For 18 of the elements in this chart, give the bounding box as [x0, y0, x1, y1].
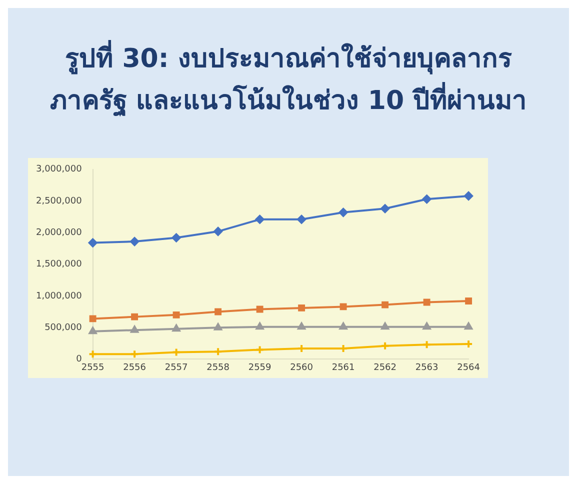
- y-tick-label: 1,500,000: [36, 260, 82, 270]
- y-tick-label: 2,000,000: [36, 228, 82, 238]
- x-tick-label: 2564: [457, 362, 480, 373]
- x-tick-label: 2562: [374, 362, 396, 373]
- x-tick-label: 2558: [206, 362, 230, 373]
- x-tick-label: 2557: [164, 362, 188, 373]
- y-tick-label: 0: [76, 354, 82, 365]
- x-tick-label: 2560: [290, 362, 314, 373]
- y-tick-label: 2,500,000: [36, 196, 82, 206]
- x-tick-label: 2555: [81, 362, 104, 373]
- x-tick-label: 2556: [123, 362, 146, 373]
- x-tick-label: 2561: [332, 362, 355, 373]
- y-tick-label: 500,000: [44, 322, 82, 333]
- chart-title: รูปที่ 30: งบประมาณค่าใช้จ่ายบุคลากรภาครัฐ และแนวโน้มในช่วง 10 ปีที่ผ่านมา: [48, 39, 528, 118]
- x-tick-label: 2559: [248, 362, 272, 373]
- y-tick-label: 3,000,000: [36, 164, 82, 175]
- y-tick-label: 1,000,000: [36, 291, 82, 302]
- x-tick-label: 2563: [415, 362, 438, 373]
